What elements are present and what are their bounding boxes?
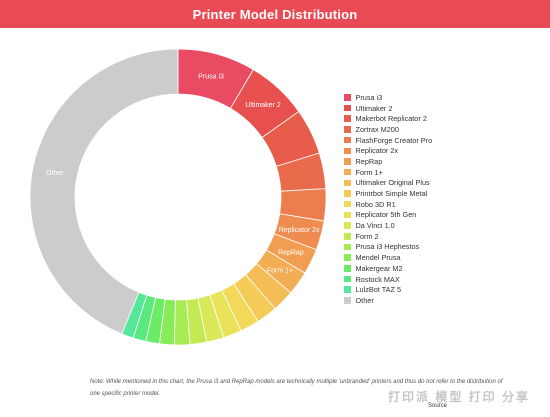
- legend-item-flashforge-creator-pro[interactable]: FlashForge Creator Pro: [344, 135, 432, 146]
- legend-swatch: [344, 254, 351, 261]
- legend-swatch: [344, 126, 351, 133]
- legend-label: Printrbot Simple Metal: [355, 189, 428, 199]
- legend-item-replicator-5th-gen[interactable]: Replicator 5th Gen: [344, 210, 432, 221]
- legend-label: Zortrax M200: [355, 124, 399, 134]
- legend-swatch: [344, 168, 351, 176]
- slice-label-other: Other: [46, 170, 64, 177]
- legend-label: Replicator 5th Gen: [355, 210, 417, 220]
- legend-label: Robo 3D R1: [355, 199, 396, 209]
- legend-swatch: [344, 158, 351, 165]
- legend-item-robo-3d-r1[interactable]: Robo 3D R1: [344, 199, 432, 210]
- slice-label-replicator-2x: Replicator 2x: [279, 227, 320, 234]
- legend-swatch: [344, 200, 351, 208]
- legend-item-lulzbot-taz-5[interactable]: LulzBot TAZ 5: [344, 284, 432, 295]
- legend-item-makergear-m2[interactable]: Makergear M2: [344, 263, 432, 274]
- legend-label: Ultimaker 2: [355, 103, 393, 113]
- source-label: Source: [428, 403, 448, 409]
- legend-item-form-2[interactable]: Form 2: [344, 231, 432, 242]
- legend-swatch: [344, 94, 351, 101]
- donut-chart: Prusa i3 Ultimaker 2 Replicator 2x RepRap Fo…: [29, 48, 327, 346]
- legend-item-other[interactable]: Other: [344, 295, 432, 306]
- legend-swatch: [344, 233, 351, 240]
- legend-swatch: [344, 115, 351, 122]
- legend-item-mendel-prusa[interactable]: Mendel Prusa: [344, 252, 432, 263]
- slice-label-form-1: Form 1+: [267, 268, 293, 275]
- legend-swatch: [344, 211, 351, 219]
- legend-item-form-1[interactable]: Form 1+: [344, 167, 432, 178]
- legend-label: Rostock MAX: [355, 274, 400, 284]
- slice-label-reprap: RepRap: [278, 249, 304, 256]
- legend-label: Makergear M2: [355, 263, 403, 273]
- legend-item-rostock-max[interactable]: Rostock MAX: [344, 274, 432, 285]
- legend-swatch: [344, 147, 351, 155]
- legend-label: Form 2: [355, 231, 379, 241]
- chart-title: Printer Model Distribution: [0, 0, 550, 28]
- legend-item-replicator-2x[interactable]: Replicator 2x: [344, 145, 432, 156]
- legend-label: LulzBot TAZ 5: [355, 285, 402, 295]
- legend-item-ultimaker-original-plus[interactable]: Ultimaker Original Plus: [344, 178, 432, 189]
- legend-item-zortrax-m200[interactable]: Zortrax M200: [344, 124, 432, 135]
- legend-item-prusa-i3[interactable]: Prusa i3: [344, 92, 432, 103]
- legend-swatch: [344, 286, 351, 293]
- legend-item-prusa-i3-hephestos[interactable]: Prusa i3 Hephestos: [344, 242, 432, 253]
- chart-legend: Prusa i3 Ultimaker 2 Makerbot Replicator 2…: [344, 92, 432, 306]
- legend-swatch: [344, 297, 351, 304]
- legend-item-da-vinci-1-0[interactable]: Da Vinci 1.0: [344, 220, 432, 231]
- legend-label: Prusa i3 Hephestos: [355, 242, 420, 252]
- legend-item-reprap[interactable]: RepRap: [344, 156, 432, 167]
- slice-other[interactable]: [29, 48, 179, 335]
- legend-label: Other: [355, 295, 374, 305]
- legend-swatch: [344, 265, 351, 272]
- legend-label: Replicator 2x: [355, 146, 399, 156]
- legend-label: Form 1+: [355, 167, 383, 177]
- legend-label: RepRap: [355, 156, 383, 166]
- legend-swatch: [344, 136, 351, 144]
- legend-item-ultimaker-2[interactable]: Ultimaker 2: [344, 103, 432, 114]
- legend-item-makerbot-replicator-2[interactable]: Makerbot Replicator 2: [344, 113, 432, 124]
- legend-swatch: [344, 104, 351, 112]
- legend-label: Da Vinci 1.0: [355, 221, 395, 231]
- legend-label: FlashForge Creator Pro: [355, 135, 433, 145]
- slice-label-ultimaker-2: Ultimaker 2: [245, 102, 281, 109]
- legend-label: Prusa i3: [355, 92, 383, 102]
- watermark-logo: 打印派 模型 打印 分享: [388, 390, 531, 404]
- legend-label: Ultimaker Original Plus: [355, 178, 430, 188]
- legend-swatch: [344, 275, 351, 283]
- legend-item-printrbot-simple-metal[interactable]: Printrbot Simple Metal: [344, 188, 432, 199]
- legend-swatch: [344, 243, 351, 251]
- slice-label-prusa-i3: Prusa i3: [198, 73, 224, 80]
- legend-swatch: [344, 190, 351, 197]
- legend-label: Mendel Prusa: [355, 253, 401, 263]
- chart-note: Note: While mentioned in this chart, the…: [90, 379, 503, 397]
- legend-label: Makerbot Replicator 2: [355, 114, 427, 124]
- legend-swatch: [344, 179, 351, 187]
- legend-swatch: [344, 222, 351, 229]
